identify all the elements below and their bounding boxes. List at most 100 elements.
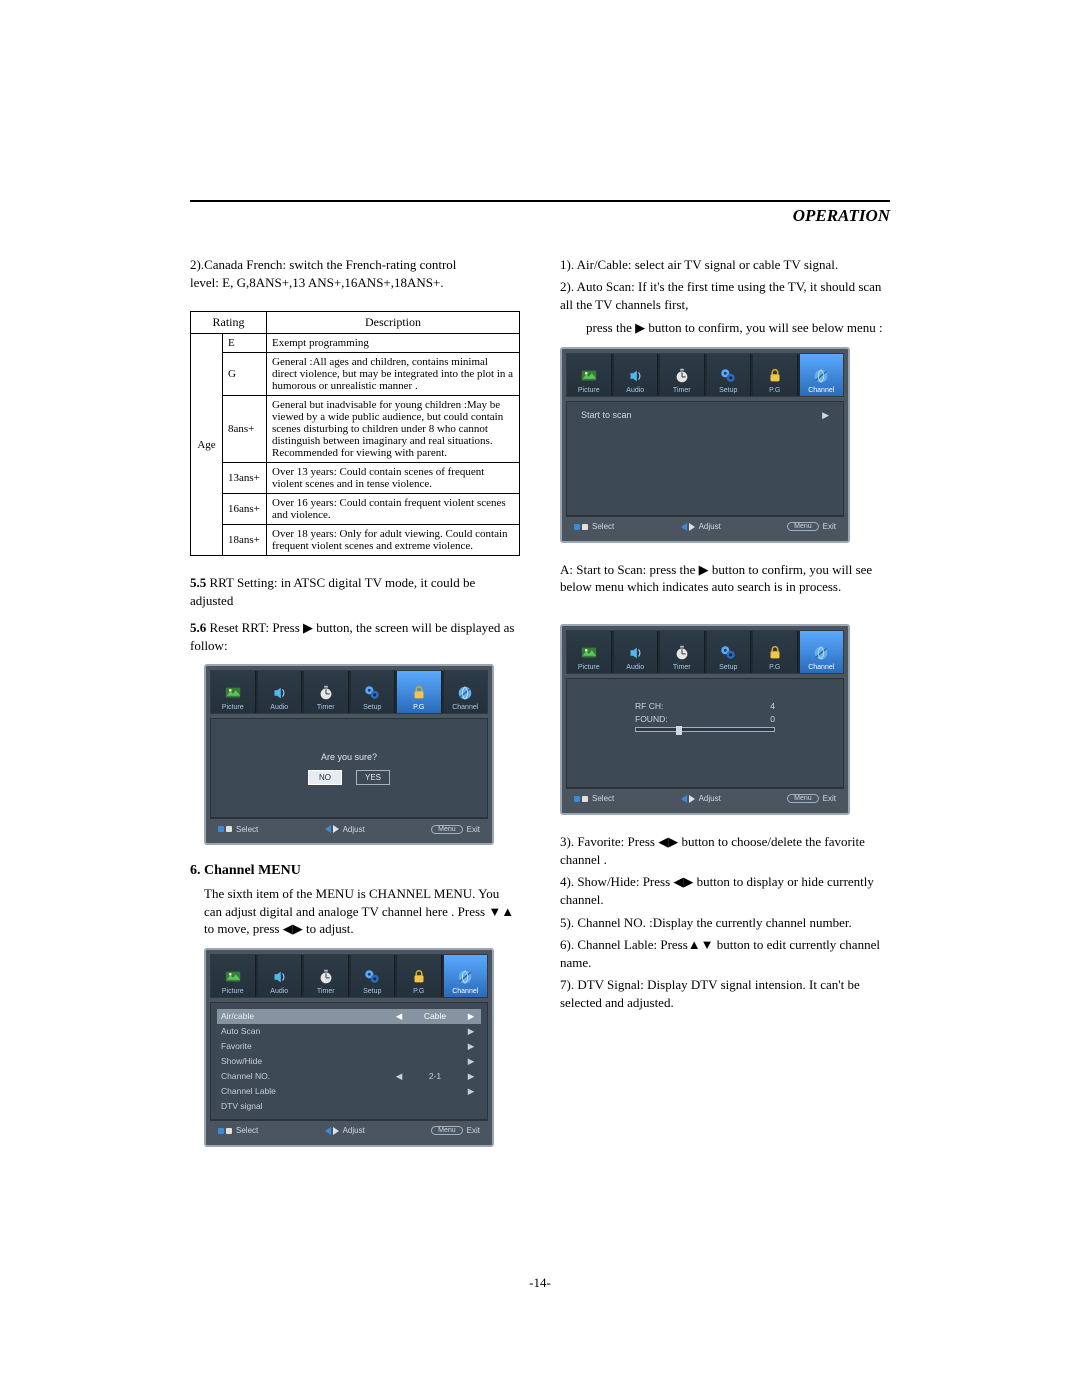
tv-tab-setup[interactable]: Setup (707, 354, 752, 396)
header-title: OPERATION (190, 206, 890, 226)
timer-icon (672, 644, 692, 662)
tv-tab-setup[interactable]: Setup (351, 671, 396, 713)
tv-tab-picture[interactable]: Picture (567, 354, 612, 396)
tab-label: Timer (317, 704, 335, 711)
th-description: Description (267, 312, 520, 334)
tv-tab-audio[interactable]: Audio (614, 631, 659, 673)
tv-tab-picture[interactable]: Picture (211, 671, 256, 713)
tv-tab-audio[interactable]: Audio (258, 671, 303, 713)
tv-tab-timer[interactable]: Timer (304, 671, 349, 713)
tv-tabs: Picture Audio Timer Setup P.GChannel (210, 670, 488, 714)
tv-tabs: Picture Audio Timer SetupP.GChannel (566, 630, 844, 674)
item-channelno: 5). Channel NO. :Display the currently c… (560, 914, 890, 932)
tv-footer: SelectAdjustMenuExit (210, 818, 488, 839)
channel-icon (811, 644, 831, 662)
tv-tab-pg[interactable]: P.G (753, 354, 798, 396)
tv-body: Air/cable◀Cable▶Auto Scan▶Favorite▶Show/… (210, 1002, 488, 1120)
table-row: 18ans+Over 18 years: Only for adult view… (191, 525, 520, 556)
table-row: 16ans+Over 16 years: Could contain frequ… (191, 494, 520, 525)
tv-tab-audio[interactable]: Audio (258, 955, 303, 997)
menu-row[interactable]: Channel NO.◀2-1▶ (221, 1069, 477, 1084)
item-showhide: 4). Show/Hide: Press ◀▶ button to displa… (560, 873, 890, 909)
tv-footer: Select Adjust MenuExit (566, 516, 844, 537)
channel-menu-body: The sixth item of the MENU is CHANNEL ME… (190, 885, 520, 938)
confirm-buttons: NO YES (308, 770, 390, 785)
tv-tab-setup[interactable]: Setup (351, 955, 396, 997)
tv-tab-timer[interactable]: Timer (304, 955, 349, 997)
item-channellabel: 6). Channel Lable: Press▲▼ button to edi… (560, 936, 890, 972)
menu-row[interactable]: Channel Lable▶ (221, 1084, 477, 1099)
tab-label: Setup (363, 704, 381, 711)
tv-tab-picture[interactable]: Picture (211, 955, 256, 997)
tv-tabs: Picture Audio Timer SetupP.GChannel (210, 954, 488, 998)
tv-tab-timer[interactable]: Timer (660, 354, 705, 396)
picture-icon (579, 367, 599, 385)
table-row: 13ans+Over 13 years: Could contain scene… (191, 463, 520, 494)
picture-icon (223, 968, 243, 986)
foot-adjust: Adjust (681, 522, 721, 532)
found-value: 0 (770, 714, 775, 724)
row-label: Channel NO. (221, 1071, 393, 1081)
start-scan-row[interactable]: Start to scan ▶ (581, 410, 829, 421)
right-arrow-icon: ▶ (465, 1041, 477, 1052)
two-column-layout: 2).Canada French: switch the French-rati… (190, 256, 890, 1165)
tv-tab-channel[interactable]: Channel (444, 955, 488, 997)
tv-menu-channel: Picture Audio Timer SetupP.GChannel Air/cab… (204, 948, 494, 1147)
table-row: GGeneral :All ages and children, contain… (191, 353, 520, 396)
tab-label: Picture (222, 704, 244, 711)
rating-desc-cell: General but inadvisable for young childr… (267, 396, 520, 463)
rating-desc-cell: Over 13 years: Could contain scenes of f… (267, 463, 520, 494)
tab-label: Timer (673, 664, 691, 671)
row-label: Air/cable (221, 1011, 393, 1021)
rating-code-cell: G (223, 353, 267, 396)
picture-icon (223, 684, 243, 702)
tab-label: Audio (270, 988, 288, 995)
tab-label: Timer (317, 988, 335, 995)
row-label: DTV signal (221, 1101, 393, 1111)
tv-tab-pg[interactable]: P.G (753, 631, 798, 673)
menu-row[interactable]: DTV signal (221, 1099, 477, 1113)
rating-desc-cell: Over 18 years: Only for adult viewing. C… (267, 525, 520, 556)
tab-label: Channel (808, 387, 834, 394)
no-button[interactable]: NO (308, 770, 342, 785)
tv-tab-pg[interactable]: P.G (397, 671, 442, 713)
table-row: 8ans+General but inadvisable for young c… (191, 396, 520, 463)
rating-desc-cell: Exempt programming (267, 334, 520, 353)
channel-icon (455, 684, 475, 702)
foot-select: Select (574, 522, 614, 532)
rating-code-cell: 13ans+ (223, 463, 267, 494)
tv-menu-start-scan: PictureAudioTimerSetup P.G Channel Start t… (560, 347, 850, 543)
tv-tab-channel[interactable]: Channel (800, 631, 844, 673)
menu-row[interactable]: Favorite▶ (221, 1039, 477, 1054)
menu-row[interactable]: Show/Hide▶ (221, 1054, 477, 1069)
pg-icon (765, 644, 785, 662)
yes-button[interactable]: YES (356, 770, 390, 785)
tv-tab-channel[interactable]: Channel (800, 354, 844, 396)
tv-tab-picture[interactable]: Picture (567, 631, 612, 673)
tab-label: Audio (270, 704, 288, 711)
row-label: Auto Scan (221, 1026, 393, 1036)
right-arrow-icon: ▶ (822, 410, 829, 421)
tab-label: P.G (769, 387, 780, 394)
row-value: 2-1 (405, 1071, 465, 1081)
scan-rf-line: RF CH: 4 (635, 701, 775, 711)
tv-tab-pg[interactable]: P.G (397, 955, 442, 997)
tv-tab-channel[interactable]: Channel (444, 671, 488, 713)
right-arrow-icon: ▶ (465, 1056, 477, 1067)
tv-menu-scanning: Picture Audio Timer SetupP.GChannel RF CH: … (560, 624, 850, 815)
rrt-setting-body: RRT Setting: in ATSC digital TV mode, it… (190, 575, 475, 608)
picture-icon (579, 644, 599, 662)
menu-row[interactable]: Auto Scan▶ (221, 1024, 477, 1039)
tv-tab-audio[interactable]: Audio (614, 354, 659, 396)
tv-body: Are you sure? NO YES (210, 718, 488, 818)
tab-label: Audio (626, 664, 644, 671)
audio-icon (269, 684, 289, 702)
tv-tab-timer[interactable]: Timer (660, 631, 705, 673)
pg-icon (409, 684, 429, 702)
tab-label: Picture (578, 664, 600, 671)
tv-tab-setup[interactable]: Setup (707, 631, 752, 673)
foot-menu: MenuExit (787, 522, 836, 531)
row-value: Cable (405, 1011, 465, 1021)
menu-row[interactable]: Air/cable◀Cable▶ (217, 1009, 481, 1024)
rating-table: Rating Description AgeEExempt programmin… (190, 311, 520, 556)
